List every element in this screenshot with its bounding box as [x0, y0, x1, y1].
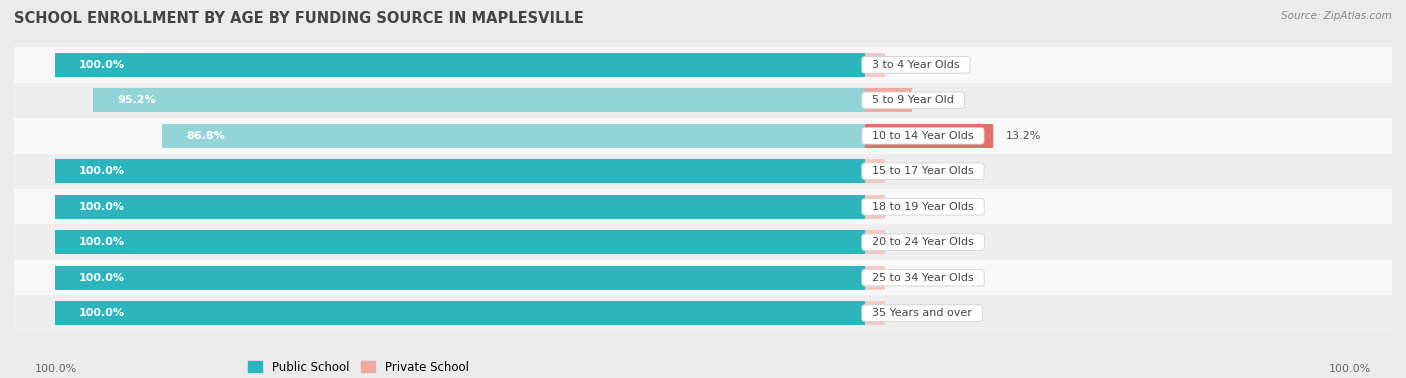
Text: 15 to 17 Year Olds: 15 to 17 Year Olds — [865, 166, 981, 176]
Text: 18 to 19 Year Olds: 18 to 19 Year Olds — [865, 202, 981, 212]
Bar — [14, 118, 1392, 153]
Bar — [14, 47, 1392, 83]
Bar — [865, 124, 994, 148]
Bar — [865, 301, 886, 325]
Text: 10 to 14 Year Olds: 10 to 14 Year Olds — [865, 131, 981, 141]
Text: 0.0%: 0.0% — [897, 166, 925, 176]
Text: 0.0%: 0.0% — [897, 273, 925, 283]
Text: 100.0%: 100.0% — [79, 273, 125, 283]
Bar — [14, 153, 1392, 189]
Text: Source: ZipAtlas.com: Source: ZipAtlas.com — [1281, 11, 1392, 21]
Text: 25 to 34 Year Olds: 25 to 34 Year Olds — [865, 273, 981, 283]
Text: SCHOOL ENROLLMENT BY AGE BY FUNDING SOURCE IN MAPLESVILLE: SCHOOL ENROLLMENT BY AGE BY FUNDING SOUR… — [14, 11, 583, 26]
Bar — [55, 230, 865, 254]
Text: 5 to 9 Year Old: 5 to 9 Year Old — [865, 95, 960, 105]
Bar — [865, 230, 886, 254]
Bar — [865, 53, 886, 77]
Bar — [865, 88, 911, 112]
Text: 3 to 4 Year Olds: 3 to 4 Year Olds — [865, 60, 967, 70]
Text: 100.0%: 100.0% — [79, 202, 125, 212]
Text: 95.2%: 95.2% — [118, 95, 156, 105]
Legend: Public School, Private School: Public School, Private School — [243, 356, 474, 378]
Text: 100.0%: 100.0% — [35, 364, 77, 374]
Bar — [93, 88, 865, 112]
Bar — [55, 159, 865, 183]
Bar — [865, 266, 886, 290]
Bar — [14, 260, 1392, 295]
Text: 100.0%: 100.0% — [79, 237, 125, 247]
Bar — [162, 124, 865, 148]
Text: 100.0%: 100.0% — [79, 308, 125, 318]
Text: 100.0%: 100.0% — [79, 60, 125, 70]
Bar — [865, 159, 886, 183]
Text: 0.0%: 0.0% — [897, 202, 925, 212]
Text: 0.0%: 0.0% — [897, 308, 925, 318]
Text: 20 to 24 Year Olds: 20 to 24 Year Olds — [865, 237, 981, 247]
Text: 0.0%: 0.0% — [897, 60, 925, 70]
Bar — [865, 195, 886, 219]
Text: 100.0%: 100.0% — [1329, 364, 1371, 374]
Text: 0.0%: 0.0% — [897, 237, 925, 247]
Bar — [14, 189, 1392, 225]
Bar — [14, 83, 1392, 118]
Text: 35 Years and over: 35 Years and over — [865, 308, 979, 318]
Text: 100.0%: 100.0% — [79, 166, 125, 176]
Bar — [55, 53, 865, 77]
Bar — [55, 266, 865, 290]
Text: 13.2%: 13.2% — [1005, 131, 1040, 141]
Bar — [55, 301, 865, 325]
Text: 86.8%: 86.8% — [186, 131, 225, 141]
Bar — [14, 225, 1392, 260]
Text: 4.8%: 4.8% — [924, 95, 952, 105]
Bar — [14, 295, 1392, 331]
Bar — [55, 195, 865, 219]
